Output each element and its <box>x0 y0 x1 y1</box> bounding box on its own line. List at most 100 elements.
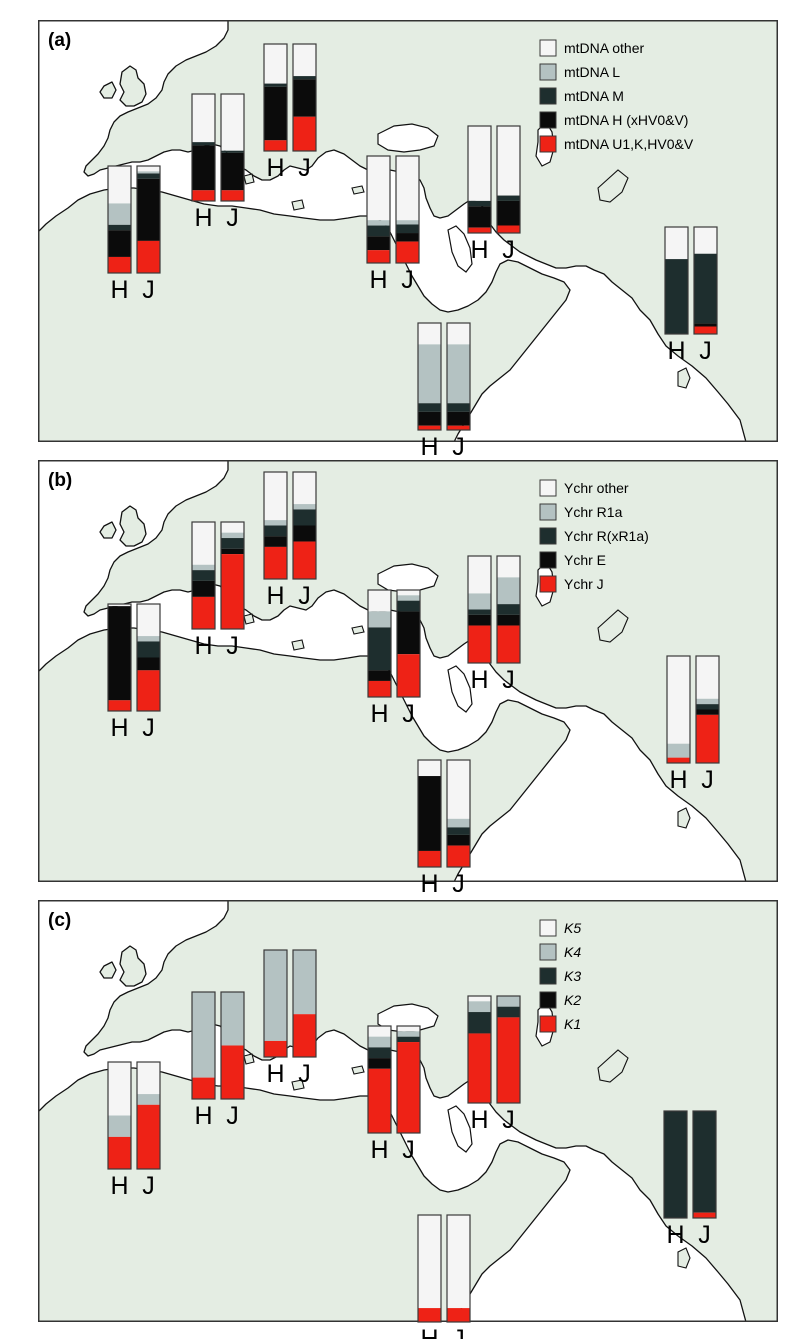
bar-segment-3 <box>696 704 719 710</box>
bar-outline <box>367 1025 392 1134</box>
bar-segment-2 <box>368 611 391 628</box>
bar-segment-5 <box>468 1033 491 1103</box>
bar-label-H: H <box>110 714 128 742</box>
legend-swatch-2 <box>539 63 557 81</box>
panel-frame <box>38 460 778 882</box>
bar-segment-1 <box>696 656 719 699</box>
bar-label-H: H <box>370 1136 388 1164</box>
bar-outline <box>292 949 317 1058</box>
bar-label-J: J <box>452 1325 465 1339</box>
bar-segment-1 <box>418 760 441 777</box>
bar-H: H <box>367 589 392 728</box>
bar-segment-3 <box>447 827 470 835</box>
map-sakhalin-like-island <box>597 169 629 203</box>
bar-segment-2 <box>396 220 419 225</box>
bar-segment-5 <box>694 326 717 334</box>
bar-label-H: H <box>666 1221 684 1249</box>
bar-segment-3 <box>368 1047 391 1059</box>
bar-H: H <box>107 165 132 304</box>
bar-label-H: H <box>194 204 212 232</box>
bar-label-H: H <box>420 1325 438 1339</box>
bar-outline <box>496 995 521 1104</box>
bar-J: J <box>292 471 317 610</box>
bar-label-H: H <box>266 582 284 610</box>
bar-segment-1 <box>368 1026 391 1037</box>
bar-outline <box>191 991 216 1100</box>
bar-outline <box>446 322 471 431</box>
bar-segment-3 <box>368 627 391 671</box>
bar-J: J <box>220 93 245 232</box>
bar-segment-4 <box>447 834 470 846</box>
bar-H: H <box>467 125 492 264</box>
legend-swatch-5 <box>539 1015 557 1033</box>
bar-segment-2 <box>264 520 287 526</box>
legend-swatch-5 <box>539 575 557 593</box>
legend-label-1: Ychr other <box>564 480 629 496</box>
bar-label-H: H <box>470 236 488 264</box>
bar-outline <box>693 226 718 335</box>
bar-segment-3 <box>192 570 215 581</box>
bar-label-J: J <box>402 700 415 728</box>
bar-outline <box>395 155 420 264</box>
bar-H: H <box>367 1025 392 1164</box>
legend-swatch-1 <box>539 39 557 57</box>
bar-segment-1 <box>447 760 470 819</box>
bar-segment-4 <box>694 323 717 327</box>
bar-outline <box>263 949 288 1058</box>
bar-J: J <box>396 1025 421 1164</box>
bar-H: H <box>366 155 391 294</box>
bar-H: H <box>263 949 288 1088</box>
map-persian-gulf <box>447 1105 473 1153</box>
legend-swatch-4 <box>539 991 557 1009</box>
legend-swatch-3 <box>539 527 557 545</box>
bar-segment-4 <box>192 580 215 597</box>
bar-J: J <box>292 43 317 182</box>
bar-segment-4 <box>418 411 441 426</box>
legend-label-2: K4 <box>564 944 581 960</box>
bar-label-H: H <box>420 870 438 898</box>
bar-segment-1 <box>497 126 520 196</box>
bar-label-H: H <box>470 1106 488 1134</box>
bar-segment-2 <box>137 1094 160 1105</box>
bar-segment-5 <box>418 425 441 430</box>
bar-label-J: J <box>142 276 155 304</box>
bar-segment-4 <box>137 657 160 671</box>
bar-segment-4 <box>108 606 131 701</box>
bar-segment-2 <box>293 504 316 510</box>
bar-segment-2 <box>696 698 719 705</box>
bar-segment-2 <box>137 636 160 642</box>
legend-label-4: Ychr E <box>564 552 606 568</box>
bar-J: J <box>396 589 421 728</box>
bar-segment-3 <box>497 1006 520 1018</box>
bar-segment-1 <box>468 126 491 201</box>
bar-label-J: J <box>298 582 311 610</box>
bar-segment-5 <box>368 1068 391 1133</box>
bar-outline <box>496 125 521 234</box>
bar-segment-2 <box>367 220 390 226</box>
bar-segment-4 <box>367 236 390 251</box>
bar-label-J: J <box>452 433 465 461</box>
bar-J: J <box>496 125 521 264</box>
bar-segment-5 <box>497 225 520 233</box>
map-crete <box>291 199 305 211</box>
map-britain <box>119 505 147 547</box>
bar-segment-1 <box>293 472 316 505</box>
bar-segment-5 <box>192 190 215 201</box>
bar-segment-1 <box>192 94 215 143</box>
bar-segment-3 <box>108 224 131 231</box>
bar-J: J <box>292 949 317 1088</box>
map-ireland <box>99 521 117 539</box>
bar-segment-4 <box>221 548 244 555</box>
legend-label-3: K3 <box>564 968 581 984</box>
bar-segment-5 <box>221 190 244 201</box>
bar-H: H <box>666 655 691 794</box>
legend-swatch-4 <box>539 111 557 129</box>
bar-segment-1 <box>293 44 316 77</box>
bar-segment-5 <box>293 1014 316 1057</box>
panel-label: (a) <box>48 30 71 51</box>
bar-H: H <box>467 995 492 1134</box>
map-sardinia <box>243 173 255 185</box>
bar-outline <box>107 165 132 274</box>
bar-segment-1 <box>221 522 244 533</box>
